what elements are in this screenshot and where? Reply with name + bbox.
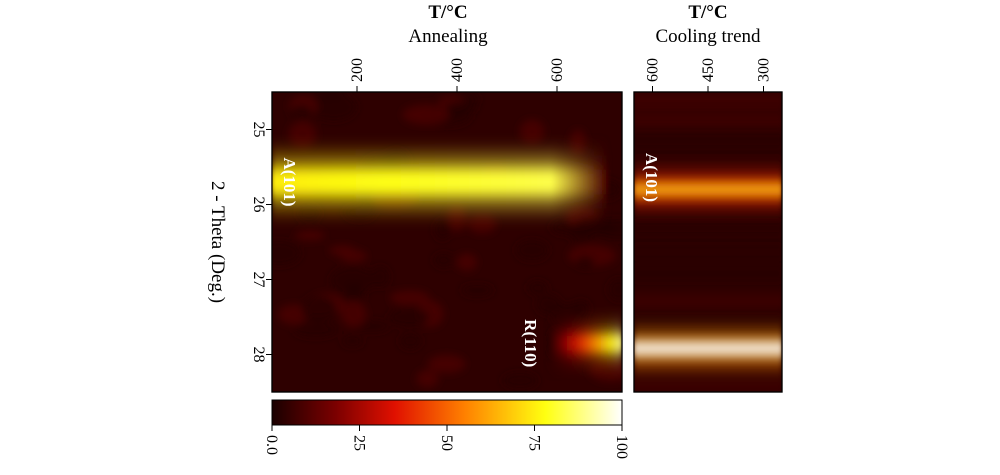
noise-blob [343,204,376,221]
noise-blob [340,300,367,328]
annealing-background-noise [272,92,622,389]
noise-blob [515,239,549,261]
noise-blob [416,369,439,388]
y-axis-label: 2 - Theta (Deg.) [207,181,228,303]
noise-blob [433,253,454,268]
noise-blob [272,240,301,266]
colorbar-tick-label: 0.0 [263,435,280,455]
noise-blob [427,354,466,374]
noise-blob [295,230,325,241]
cooling-band-0-core [634,183,782,196]
noise-blob [573,218,618,236]
noise-blob [290,104,312,121]
noise-blob [341,335,364,347]
band-1-core [547,335,622,351]
noise-blob [311,92,348,99]
annealing-subtitle: Annealing [408,26,488,47]
noise-blob [402,104,450,125]
noise-blob [310,93,357,121]
cooling-title: T/°C [688,2,727,23]
streak [634,296,782,307]
y-tick-label: 25 [250,122,267,138]
noise-blob [589,358,622,382]
x-tick-label: 450 [700,58,717,82]
noise-blob [551,304,587,331]
colorbar-gradient [271,399,623,426]
colorbar-tick-label: 50 [438,435,455,451]
noise-blob [371,265,390,288]
noise-blob [527,280,548,295]
noise-blob [330,266,375,294]
cooling-peak-label: A(101) [642,153,661,202]
noise-blob [445,101,477,115]
x-tick-label: 600 [645,58,662,82]
noise-blob [434,218,451,241]
noise-blob [293,322,339,338]
streak [634,115,782,127]
streak [634,381,782,392]
noise-blob [446,205,467,232]
noise-blob [329,245,356,256]
noise-blob [388,307,430,327]
noise-blob [399,332,422,350]
colorbar-tick-label: 100 [613,435,630,459]
noise-blob [569,129,587,155]
streak [634,160,782,168]
streak [634,136,782,145]
x-tick-label: 400 [449,58,466,82]
annealing-title: T/°C [428,2,467,23]
band-0-core [272,169,607,195]
peak-label-0: A(101) [280,157,299,206]
noise-blob [536,294,561,315]
colorbar-tick-label: 75 [526,435,543,451]
colorbar-tick-label: 25 [351,435,368,451]
noise-blob [502,372,538,389]
noise-blob [288,121,317,148]
x-tick-label: 600 [549,58,566,82]
streak [634,319,782,331]
streak [634,209,782,217]
y-tick-label: 26 [250,197,267,213]
x-tick-label: 200 [349,58,366,82]
noise-blob [608,278,622,301]
noise-blob [456,253,477,271]
noise-blob [468,214,497,234]
noise-blob [301,295,337,323]
noise-blob [297,204,321,222]
streak [634,268,782,279]
colorbar: 0.0 25 50 75 100 [263,399,630,459]
cooling-subtitle: Cooling trend [655,26,761,47]
noise-blob [389,290,430,306]
cooling-band-1-core [634,342,782,355]
noise-blob [575,256,595,269]
streak [634,248,782,256]
annealing-panel: A(101) R(110) 200 400 600 25 26 27 28 T/°C Ann… [207,2,623,393]
streak [634,362,782,371]
cooling-panel: A(101) 600 450 300 T/°C Cooling trend [633,2,783,393]
noise-blob [461,284,494,297]
noise-blob [519,119,545,144]
streak [634,224,782,232]
streak [634,94,782,108]
x-tick-label: 300 [756,58,773,82]
y-tick-label: 28 [250,347,267,363]
y-tick-label: 27 [250,272,267,288]
peak-label-1: R(110) [521,319,540,367]
